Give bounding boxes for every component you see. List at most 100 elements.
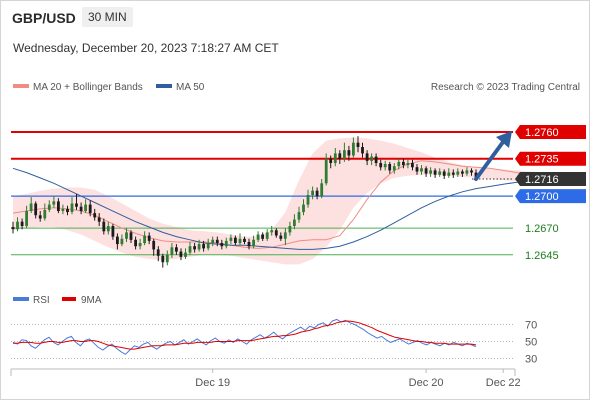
copyright-label: Research © 2023 Trading Central [431, 82, 580, 93]
candle-body [224, 240, 228, 247]
candle-body [438, 171, 442, 175]
x-axis-labels: Dec 19 Dec 20 Dec 22 [195, 369, 521, 389]
candle-body [16, 221, 19, 230]
rsi-grid: 70 50 30 [11, 320, 537, 366]
candle-body [79, 206, 83, 211]
ma9-legend-swatch [62, 297, 76, 301]
rsi-tick-50: 50 [525, 337, 537, 349]
candle-body [52, 201, 56, 205]
level-tag-1.2735 [515, 151, 586, 166]
candle-body [411, 163, 414, 168]
candle-body [465, 170, 469, 174]
candle-body [270, 230, 274, 233]
candle-body [88, 204, 92, 214]
x-tick-label: Dec 20 [409, 377, 444, 389]
candle-body [256, 234, 260, 240]
candle-body [120, 238, 124, 245]
level-label-1.2700: 1.2700 [525, 191, 559, 203]
candle-body [324, 158, 328, 184]
candle-body [293, 219, 296, 226]
candle-body [66, 208, 69, 213]
candle-body [106, 226, 110, 232]
candle-body [234, 237, 237, 243]
timeframe-badge[interactable]: 30 MIN [82, 7, 133, 27]
candle-body [302, 204, 305, 213]
series-line-9ma [13, 320, 477, 350]
candle-body [116, 236, 119, 245]
rsi-lines [12, 318, 477, 355]
candle-body [197, 244, 201, 250]
candle-body [433, 170, 437, 175]
forecast-arrow-head [496, 131, 512, 149]
candle-body [134, 239, 137, 247]
candle-body [57, 201, 60, 211]
x-tick-label: Dec 19 [195, 377, 230, 389]
candle-body [420, 168, 423, 172]
candle-body [152, 240, 156, 250]
candle-body [297, 212, 301, 220]
candle-body [370, 156, 373, 161]
price-levels [11, 131, 513, 256]
candle-body [102, 221, 106, 232]
candle-body [442, 171, 446, 176]
candle-body [406, 163, 410, 166]
candle-body [461, 171, 464, 174]
candle-body [29, 203, 33, 211]
candle-body [470, 170, 473, 173]
candle-body [34, 203, 38, 216]
ma50-legend-label: MA 50 [176, 82, 205, 93]
series-line-rsi [12, 318, 477, 355]
candle-body [143, 235, 146, 244]
candle-body [283, 232, 287, 239]
candle-body [97, 217, 101, 222]
datetime-label: Wednesday, December 20, 2023 7:18:27 AM … [13, 41, 279, 55]
candle-body [84, 204, 87, 211]
candle-body [447, 172, 451, 176]
candle-body [229, 237, 233, 241]
candle-body [238, 238, 242, 244]
candle-body [20, 221, 24, 226]
candle-body [456, 171, 460, 175]
level-label-1.2716: 1.2716 [525, 174, 559, 186]
level-tag-1.2700 [515, 189, 586, 204]
candle-body [215, 239, 219, 243]
candle-body [361, 147, 364, 154]
candle-body [415, 167, 419, 172]
bollinger-band-area [13, 137, 545, 265]
rsi-legend-swatch [13, 297, 29, 301]
ma50-line [12, 167, 545, 250]
candle-body [338, 153, 342, 159]
ma20-legend-label: MA 20 + Bollinger Bands [33, 82, 143, 93]
candle-body [347, 150, 351, 156]
level-label-1.2645: 1.2645 [525, 250, 559, 262]
candle-body [147, 235, 151, 241]
candle-body [156, 249, 160, 256]
candle-body [179, 251, 183, 257]
level-tag-1.2760 [515, 125, 586, 139]
level-labels: 1.2760 1.2735 1.2716 1.2700 1.2670 1.2645 [515, 125, 586, 262]
ma20-line [12, 160, 545, 249]
candle-body [93, 213, 97, 218]
candle-body [315, 190, 319, 196]
candle-body [252, 239, 255, 247]
candle-body [424, 168, 428, 174]
candle-body [184, 252, 187, 257]
candle-body [193, 246, 196, 250]
level-label-1.2735: 1.2735 [525, 154, 559, 166]
candle-body [333, 153, 337, 163]
x-tick-label: Dec 22 [486, 377, 521, 389]
candlesticks [11, 136, 478, 268]
candle-body [129, 232, 133, 240]
forecast-arrow [474, 131, 512, 181]
candle-body [125, 232, 128, 239]
candle-body [165, 254, 169, 263]
candle-body [247, 242, 251, 247]
ma20-legend-swatch [13, 84, 29, 88]
moving-averages [12, 160, 545, 250]
ma9-legend-label: 9MA [81, 295, 102, 306]
chart-header: GBP/USD 30 MIN [0, 0, 590, 38]
candle-body [311, 190, 314, 195]
candle-body [402, 161, 405, 166]
candle-body [356, 142, 360, 147]
